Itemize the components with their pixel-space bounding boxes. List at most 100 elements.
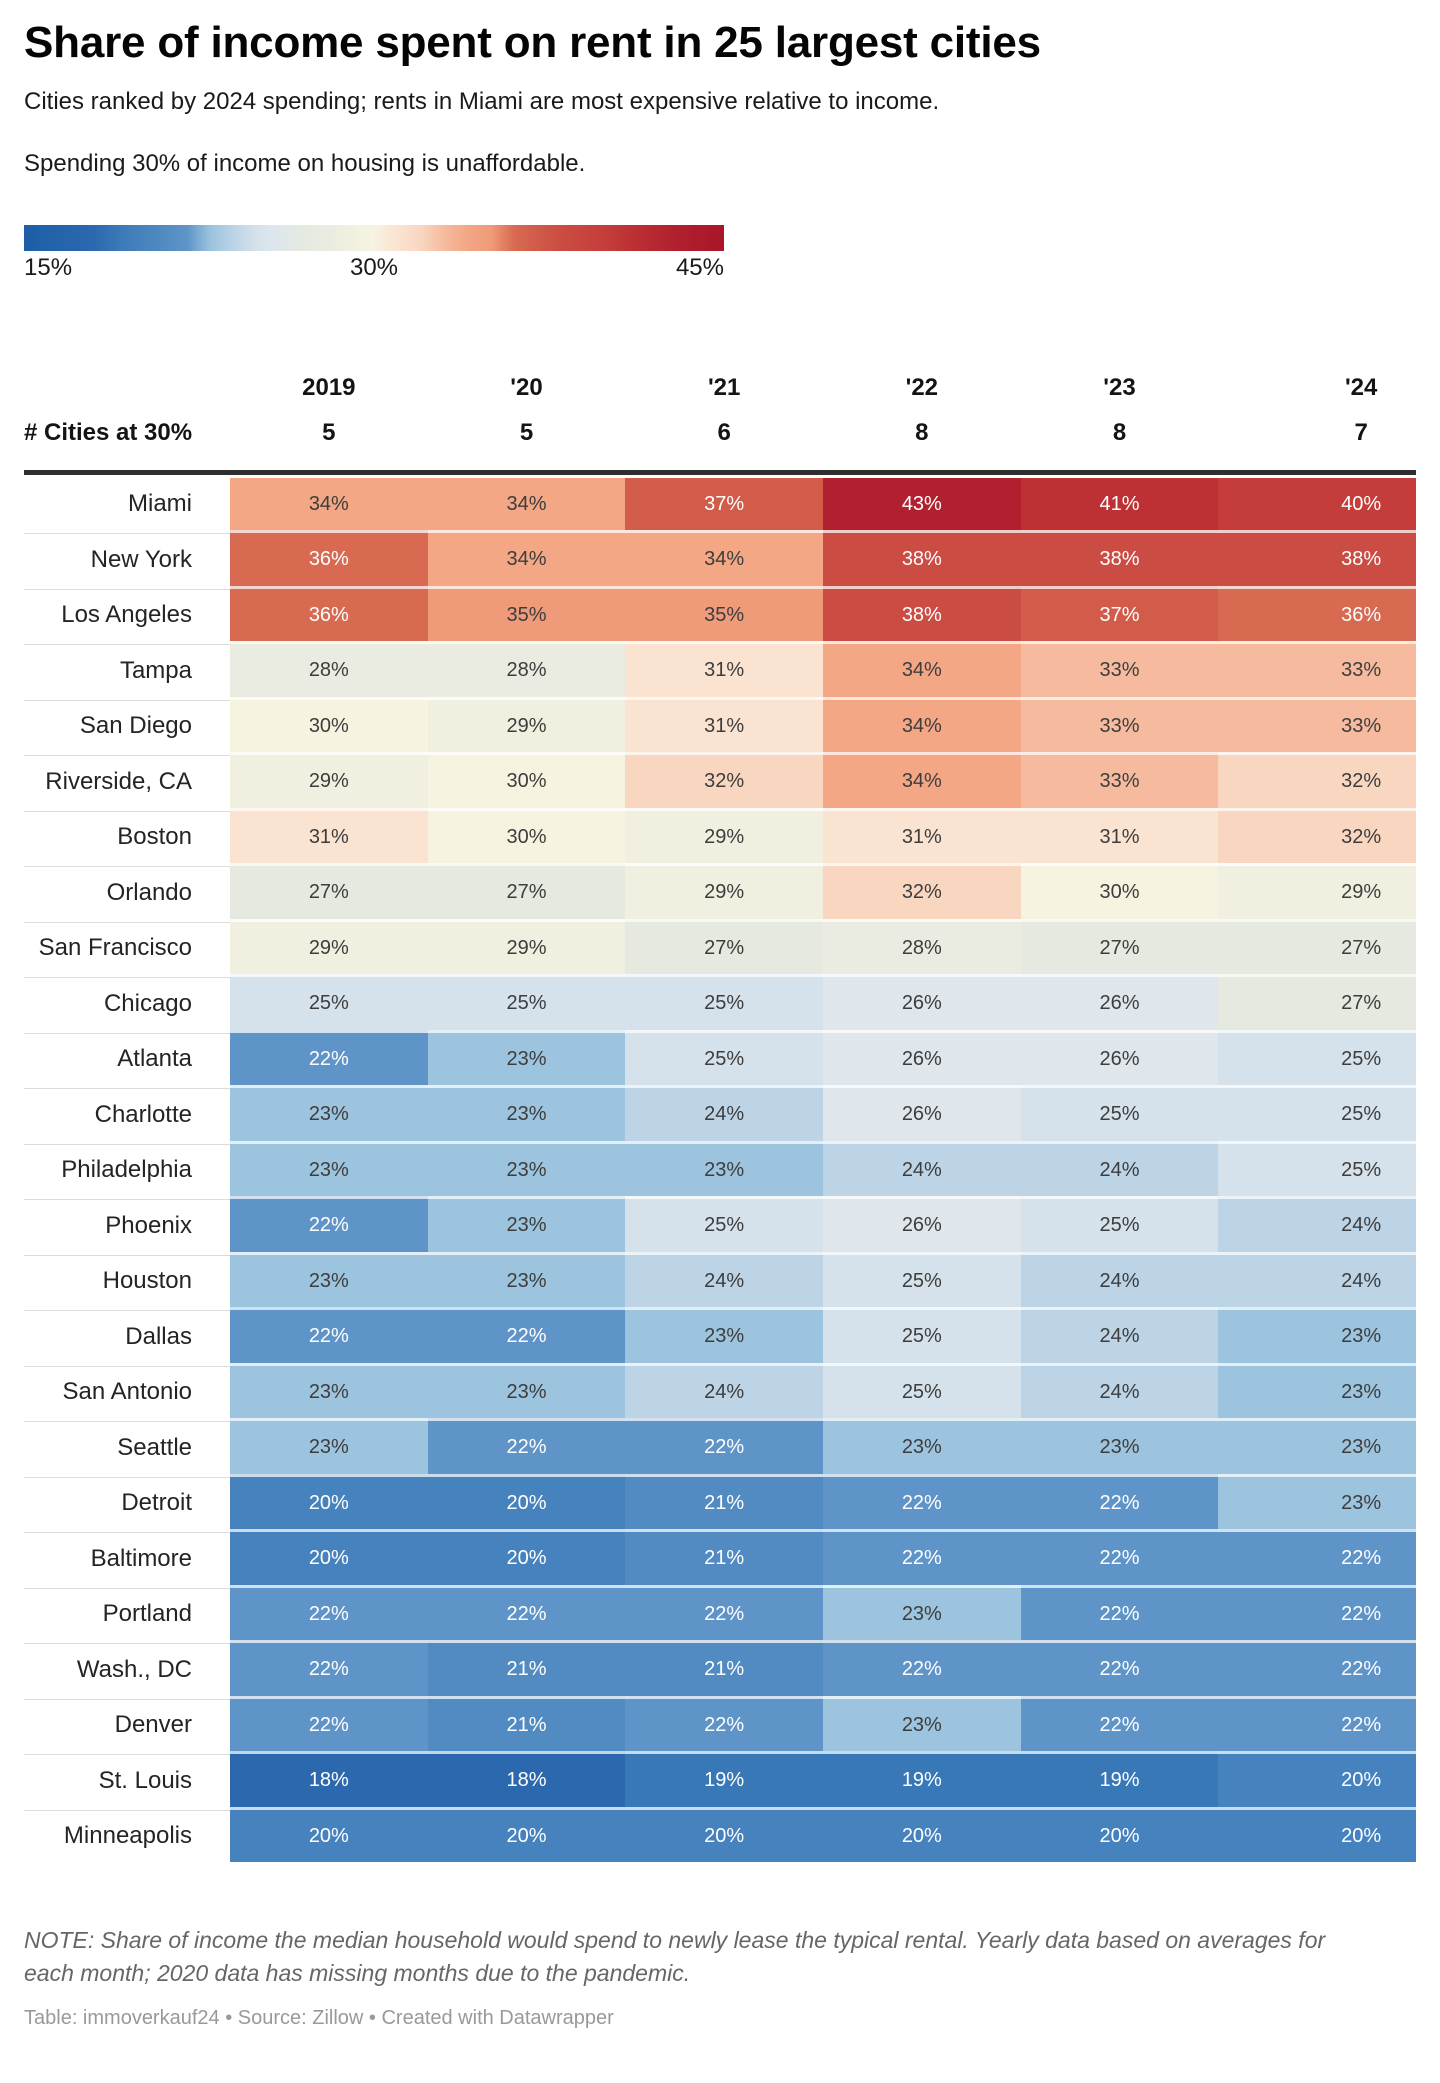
heatmap-cell: 21% bbox=[625, 1473, 823, 1530]
year-header: '20 bbox=[510, 373, 543, 401]
chart-title: Share of income spent on rent in 25 larg… bbox=[24, 18, 1041, 67]
heatmap-cell: 23% bbox=[823, 1418, 1021, 1474]
cities-at-30-count: 8 bbox=[915, 418, 929, 446]
heatmap-cell: 20% bbox=[1218, 1751, 1416, 1807]
heatmap-cell: 31% bbox=[625, 641, 823, 697]
heatmap-cell: 22% bbox=[823, 1473, 1021, 1530]
heatmap-cell: 22% bbox=[1218, 1695, 1416, 1752]
heatmap-cell: 22% bbox=[1020, 1473, 1219, 1530]
heatmap-cell: 20% bbox=[823, 1806, 1021, 1863]
heatmap-cell: 23% bbox=[1218, 1307, 1416, 1363]
heatmap-cell: 22% bbox=[1020, 1640, 1219, 1696]
heatmap-row: Tampa 28% 28% 31% 34% 33% 33% bbox=[24, 641, 1416, 697]
heatmap-cell: 23% bbox=[230, 1085, 428, 1141]
city-label: Los Angeles bbox=[24, 585, 230, 642]
heatmap-cell: 32% bbox=[1218, 752, 1416, 808]
heatmap-cell: 36% bbox=[230, 585, 428, 642]
cities-at-30-label: # Cities at 30% bbox=[24, 418, 193, 446]
year-header: '24 bbox=[1344, 373, 1378, 401]
heatmap-cell: 35% bbox=[625, 585, 823, 642]
heatmap-row: Los Angeles 36% 35% 35% 38% 37% 36% bbox=[24, 585, 1416, 642]
heatmap-cell: 27% bbox=[230, 863, 428, 919]
heatmap-cell: 23% bbox=[427, 1362, 626, 1419]
heatmap-cell: 23% bbox=[625, 1140, 823, 1197]
heatmap-cell: 33% bbox=[1020, 641, 1219, 697]
heatmap-cell: 24% bbox=[1020, 1251, 1219, 1308]
city-label: Miami bbox=[24, 474, 230, 531]
heatmap-cell: 25% bbox=[1020, 1085, 1219, 1141]
heatmap-cell: 24% bbox=[1020, 1307, 1219, 1363]
cities-at-30-count: 5 bbox=[519, 418, 534, 446]
heatmap-cell: 34% bbox=[823, 752, 1021, 808]
year-header: '22 bbox=[905, 373, 939, 401]
heatmap-cell: 22% bbox=[427, 1418, 626, 1474]
heatmap-cell: 25% bbox=[625, 1029, 823, 1086]
city-label: Orlando bbox=[24, 863, 230, 919]
heatmap-cell: 24% bbox=[1218, 1196, 1416, 1252]
heatmap-cell: 26% bbox=[823, 1196, 1021, 1252]
city-label: Tampa bbox=[24, 641, 230, 697]
city-label: New York bbox=[24, 530, 230, 586]
heatmap-cell: 19% bbox=[625, 1751, 823, 1807]
heatmap-cell: 30% bbox=[230, 696, 428, 753]
heatmap-row: Minneapolis 20% 20% 20% 20% 20% 20% bbox=[24, 1806, 1416, 1863]
heatmap-cell: 28% bbox=[427, 641, 626, 697]
heatmap-cell: 23% bbox=[1218, 1473, 1416, 1530]
heatmap-row: Dallas 22% 22% 23% 25% 24% 23% bbox=[24, 1307, 1416, 1363]
heatmap-row: Phoenix 22% 23% 25% 26% 25% 24% bbox=[24, 1196, 1416, 1252]
legend-min-label: 15% bbox=[24, 253, 73, 281]
heatmap-cell: 18% bbox=[427, 1751, 626, 1807]
heatmap-cell: 33% bbox=[1218, 696, 1416, 753]
heatmap-cell: 43% bbox=[823, 474, 1021, 531]
heatmap-cell: 23% bbox=[427, 1140, 626, 1197]
city-label: Atlanta bbox=[24, 1029, 230, 1086]
heatmap-cell: 29% bbox=[427, 696, 626, 753]
city-label: Wash., DC bbox=[24, 1640, 230, 1696]
chart-page: Share of income spent on rent in 25 larg… bbox=[0, 18, 1440, 2030]
year-header: '21 bbox=[707, 373, 741, 401]
heatmap-cell: 23% bbox=[823, 1695, 1021, 1752]
heatmap-cell: 22% bbox=[230, 1640, 428, 1696]
heatmap-cell: 38% bbox=[1218, 530, 1416, 586]
legend-labels: 15% 30% 45% bbox=[24, 254, 724, 286]
heatmap-cell: 23% bbox=[1020, 1418, 1219, 1474]
footnote: NOTE: Share of income the median househo… bbox=[24, 1927, 1326, 1987]
city-label: Charlotte bbox=[24, 1085, 230, 1141]
heatmap-cell: 22% bbox=[427, 1307, 626, 1363]
heatmap-cell: 26% bbox=[1020, 1029, 1219, 1086]
heatmap-row: New York 36% 34% 34% 38% 38% 38% bbox=[24, 530, 1416, 586]
heatmap-row: Baltimore 20% 20% 21% 22% 22% 22% bbox=[24, 1529, 1416, 1585]
city-label: San Antonio bbox=[24, 1362, 230, 1419]
heatmap-row: Chicago 25% 25% 25% 26% 26% 27% bbox=[24, 974, 1416, 1030]
heatmap-row: Miami 34% 34% 37% 43% 41% 40% bbox=[24, 474, 1416, 531]
heatmap-cell: 27% bbox=[1020, 918, 1219, 975]
cities-at-30-row: # Cities at 30% 5 5 6 8 8 7 bbox=[24, 408, 1416, 458]
heatmap-cell: 25% bbox=[625, 974, 823, 1030]
heatmap-cell: 34% bbox=[823, 696, 1021, 753]
heatmap-cell: 21% bbox=[625, 1529, 823, 1585]
heatmap-cell: 22% bbox=[1020, 1584, 1219, 1641]
heatmap-cell: 20% bbox=[427, 1529, 626, 1585]
heatmap-cell: 24% bbox=[823, 1140, 1021, 1197]
heatmap-cell: 20% bbox=[1218, 1806, 1416, 1863]
heatmap-cell: 20% bbox=[230, 1529, 428, 1585]
heatmap-cell: 26% bbox=[1020, 974, 1219, 1030]
heatmap-cell: 41% bbox=[1020, 474, 1219, 531]
heatmap-cell: 34% bbox=[427, 530, 626, 586]
heatmap-cell: 22% bbox=[230, 1307, 428, 1363]
heatmap-cell: 22% bbox=[1218, 1584, 1416, 1641]
heatmap-row: San Diego 30% 29% 31% 34% 33% 33% bbox=[24, 696, 1416, 753]
heatmap-cell: 24% bbox=[1218, 1251, 1416, 1308]
heatmap-cell: 29% bbox=[1218, 863, 1416, 919]
heatmap-cell: 26% bbox=[823, 974, 1021, 1030]
heatmap-row: St. Louis 18% 18% 19% 19% 19% 20% bbox=[24, 1751, 1416, 1807]
heatmap-cell: 31% bbox=[1020, 807, 1219, 864]
heatmap-cell: 24% bbox=[625, 1251, 823, 1308]
cities-at-30-count: 7 bbox=[1354, 418, 1368, 446]
heatmap-cell: 34% bbox=[427, 474, 626, 531]
city-label: San Francisco bbox=[24, 918, 230, 975]
heatmap-cell: 25% bbox=[1218, 1029, 1416, 1086]
city-label: Seattle bbox=[24, 1418, 230, 1474]
heatmap-cell: 22% bbox=[1020, 1695, 1219, 1752]
heatmap-cell: 22% bbox=[1218, 1640, 1416, 1696]
